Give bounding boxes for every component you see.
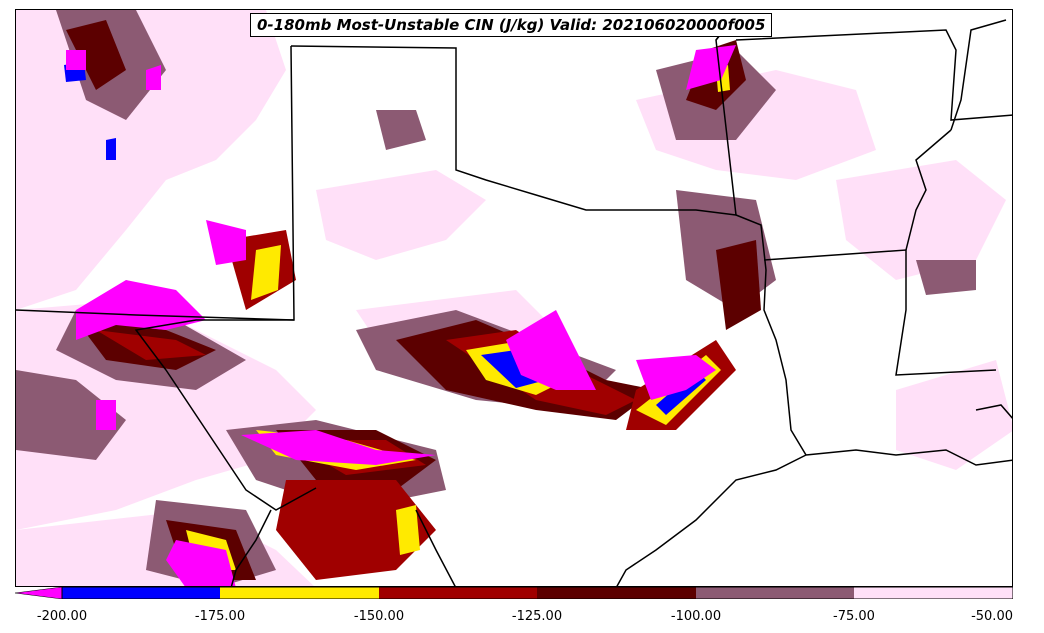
colorbar-tick-label: -150.00 xyxy=(353,609,405,624)
colorbar-segment-light-pink xyxy=(854,587,1013,599)
map-panel xyxy=(15,9,1013,587)
colorbar-tick-label: -75.00 xyxy=(833,609,875,624)
cin-shading-magenta xyxy=(66,45,736,586)
cin-field-map xyxy=(16,10,1012,586)
colorbar-tick-label: -125.00 xyxy=(511,609,563,624)
colorbar-segment-red xyxy=(379,587,537,599)
colorbar-tick-label: -175.00 xyxy=(194,609,246,624)
colorbar xyxy=(15,587,1013,599)
map-title: 0-180mb Most-Unstable CIN (J/kg) Valid: … xyxy=(250,13,773,37)
colorbar-tick-label: -100.00 xyxy=(670,609,722,624)
colorbar-segment-blue xyxy=(62,587,220,599)
colorbar-segment-magenta xyxy=(15,587,63,599)
colorbar-segment-dark-red xyxy=(537,587,696,599)
colorbar-segment-yellow xyxy=(220,587,379,599)
state-borders xyxy=(16,19,1012,586)
colorbar-outline xyxy=(61,587,1013,599)
colorbar-tick-label: -50.00 xyxy=(971,609,1013,624)
colorbar-tick-label: -200.00 xyxy=(36,609,88,624)
colorbar-segment-mauve xyxy=(696,587,854,599)
